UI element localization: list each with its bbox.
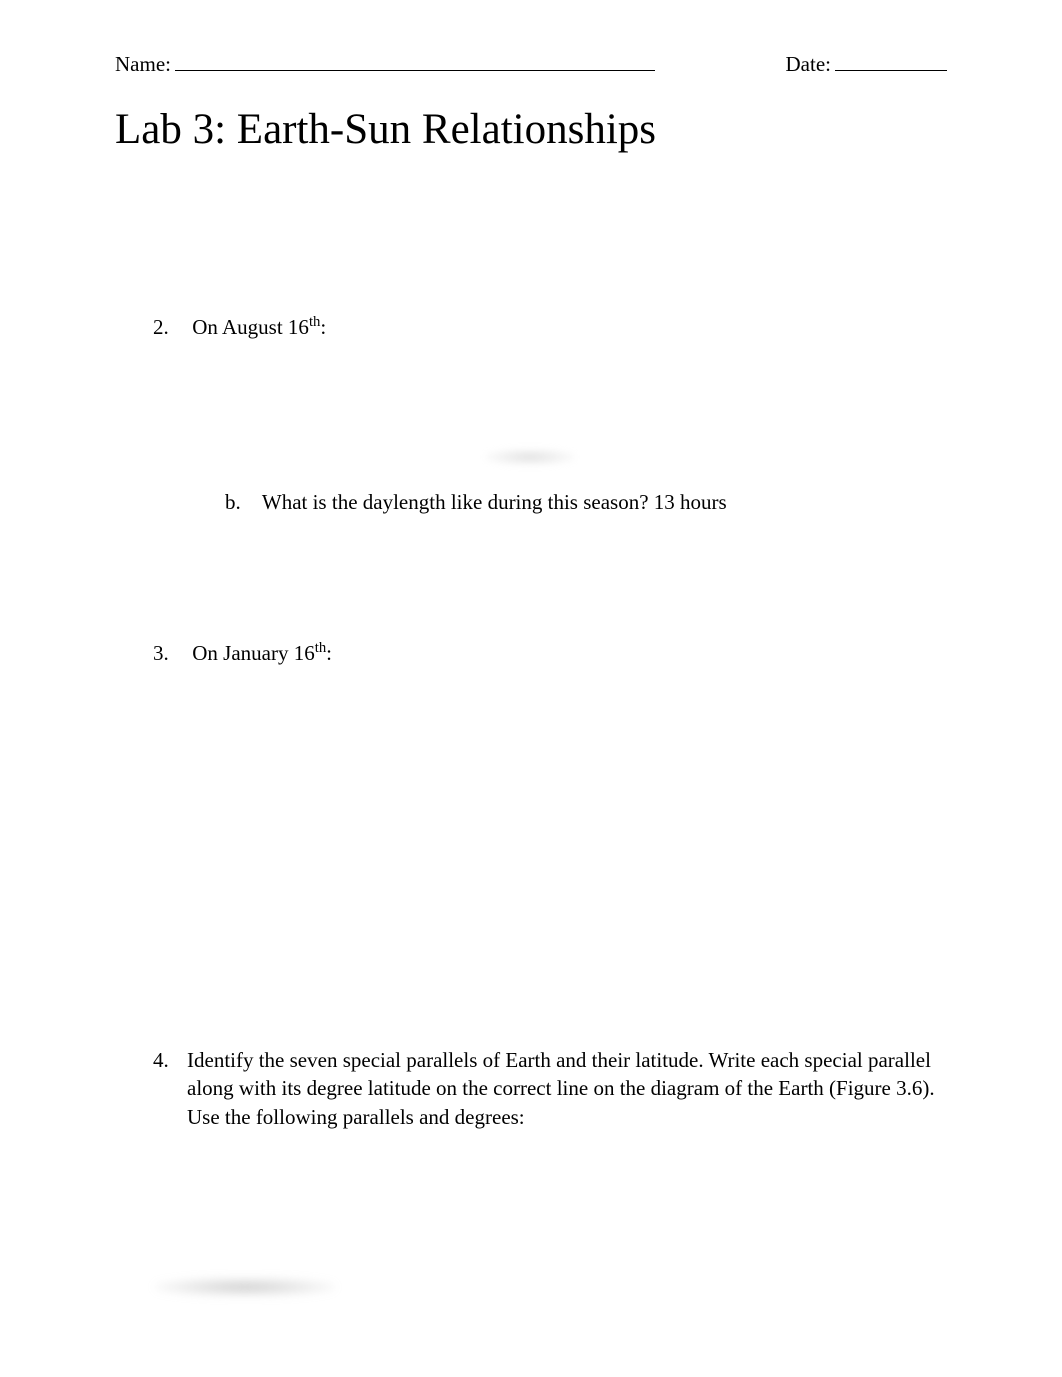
date-blank-line[interactable] (835, 50, 947, 71)
name-section: Name: (115, 50, 655, 77)
question-3: 3. On January 16th: (153, 640, 947, 666)
question-4-text: Identify the seven special parallels of … (187, 1046, 947, 1131)
blur-redaction-2 (155, 1277, 335, 1297)
question-2-number: 2. (153, 315, 187, 340)
blur-redaction-1 (485, 448, 575, 466)
question-3-text-suffix: : (326, 641, 332, 665)
date-label: Date: (786, 52, 831, 77)
question-3-number: 3. (153, 641, 187, 666)
question-4-number: 4. (153, 1046, 187, 1131)
ordinal-th: th (309, 314, 320, 330)
question-4: 4. Identify the seven special parallels … (153, 1046, 947, 1131)
sub-b-letter: b. (225, 490, 257, 515)
name-label: Name: (115, 52, 171, 77)
date-section: Date: (786, 50, 947, 77)
ordinal-th: th (315, 640, 326, 656)
question-2-text-suffix: : (320, 315, 326, 339)
name-blank-line[interactable] (175, 50, 655, 71)
sub-b-text: What is the daylength like during this s… (262, 490, 727, 514)
question-2-text-prefix: On August 16 (192, 315, 309, 339)
page-title: Lab 3: Earth-Sun Relationships (115, 105, 947, 154)
question-2: 2. On August 16th: (153, 314, 947, 340)
question-3-text-prefix: On January 16 (192, 641, 314, 665)
header-row: Name: Date: (115, 50, 947, 77)
question-2-sub-b: b. What is the daylength like during thi… (225, 490, 947, 515)
